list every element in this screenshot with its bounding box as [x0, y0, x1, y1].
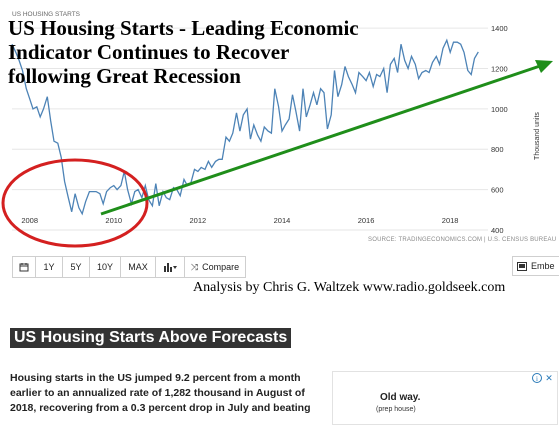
x-tick-label: 2018 — [442, 216, 459, 225]
series-line — [11, 38, 479, 216]
x-tick-label: 2008 — [21, 216, 38, 225]
y-tick-label: 600 — [491, 186, 504, 195]
article-body-line-1: Housing starts in the US jumped 9.2 perc… — [10, 372, 301, 384]
y-axis-ticks: 400 600 800 1000 1200 1400 — [491, 24, 508, 235]
y-axis-label: Thousand units — [534, 112, 541, 160]
analysis-caption: Analysis by Chris G. Waltzek www.radio.g… — [193, 280, 506, 295]
chart-type-button[interactable] — [155, 256, 185, 278]
y-tick-label: 400 — [491, 226, 504, 235]
compare-button[interactable]: ⤨ Compare — [184, 256, 246, 278]
ad-banner[interactable]: i ✕ Old way. (prep house) — [332, 371, 558, 425]
article-headline: US Housing Starts Above Forecasts — [10, 328, 292, 348]
overlay-title-line-1: US Housing Starts - Leading Economic — [8, 16, 359, 40]
calendar-icon — [19, 263, 29, 272]
x-tick-label: 2010 — [105, 216, 122, 225]
trend-arrow-head — [535, 60, 553, 73]
recession-highlight-ellipse — [1, 158, 149, 248]
overlay-title: US Housing Starts - Leading Economic Ind… — [8, 16, 408, 88]
y-tick-label: 1400 — [491, 24, 508, 33]
range-max-button[interactable]: MAX — [120, 256, 156, 278]
ad-subtitle: (prep house) — [376, 406, 416, 413]
ad-close-icon[interactable]: ✕ — [545, 373, 553, 383]
overlay-title-line-3: following Great Recession — [8, 64, 241, 88]
shuffle-icon: ⤨ — [190, 261, 199, 272]
ad-info-icon[interactable]: i — [532, 373, 542, 383]
ad-title: Old way. — [380, 392, 421, 403]
article-body: Housing starts in the US jumped 9.2 perc… — [10, 371, 320, 416]
embed-label: Embe — [531, 261, 555, 271]
bar-chart-icon — [164, 263, 177, 272]
article-body-line-3: 2018, recovering from a 0.3 percent drop… — [10, 402, 311, 414]
y-tick-label: 1200 — [491, 64, 508, 73]
chart-gridlines — [12, 27, 488, 231]
range-10y-button[interactable]: 10Y — [89, 256, 121, 278]
embed-icon — [517, 261, 527, 271]
range-5y-button[interactable]: 5Y — [62, 256, 90, 278]
y-tick-label: 1000 — [491, 105, 508, 114]
x-tick-label: 2014 — [274, 216, 291, 225]
chart-toolbar: 1Y 5Y 10Y MAX ⤨ Compare — [12, 256, 246, 278]
chart-source: SOURCE: TRADINGECONOMICS.COM | U.S. CENS… — [368, 237, 557, 243]
housing-starts-chart: US HOUSING STARTS 2008 2010 2012 2014 2016 20… — [1, 11, 553, 248]
compare-label: Compare — [202, 262, 240, 272]
article-body-line-2: earlier to an annualized rate of 1,282 t… — [10, 387, 305, 399]
x-tick-label: 2016 — [358, 216, 375, 225]
recovery-trend-arrow — [100, 64, 541, 216]
overlay-title-line-2: Indicator Continues to Recover — [8, 40, 290, 64]
embed-button[interactable]: Embe — [512, 256, 559, 276]
y-tick-label: 800 — [491, 145, 504, 154]
x-tick-label: 2012 — [190, 216, 207, 225]
chart-title: US HOUSING STARTS — [12, 11, 81, 18]
range-1y-button[interactable]: 1Y — [35, 256, 63, 278]
calendar-button[interactable] — [12, 256, 36, 278]
x-axis-ticks: 2008 2010 2012 2014 2016 2018 — [21, 216, 458, 225]
